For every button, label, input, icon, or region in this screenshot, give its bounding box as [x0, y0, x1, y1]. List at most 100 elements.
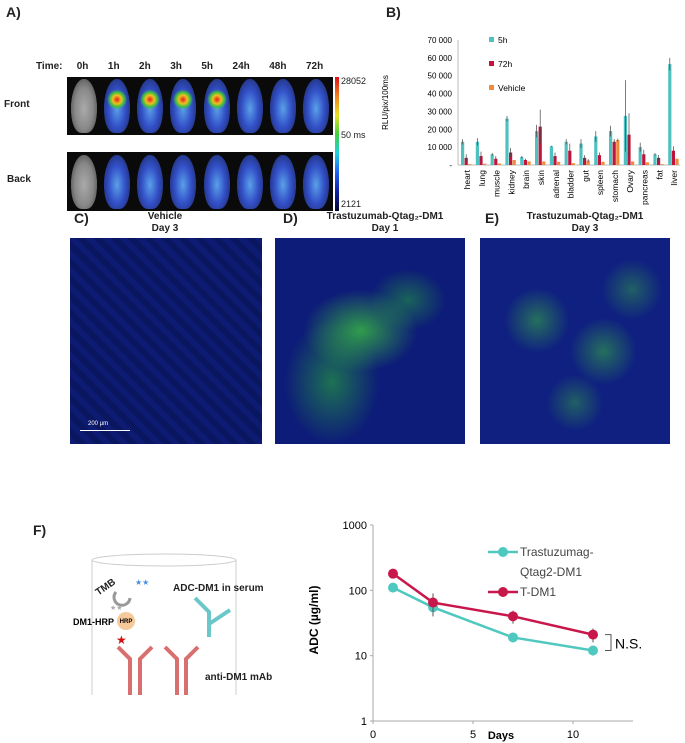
bar-Vehicle-lung	[483, 163, 487, 165]
point-Trastuzumag-Qtag2-DM1-day1	[388, 582, 398, 593]
line-Trastuzumag-Qtag2-DM1	[392, 586, 594, 652]
bar-Vehicle-liver	[675, 158, 679, 165]
x-tick-label: spleen	[595, 170, 605, 195]
x-tick-label: brain	[521, 170, 531, 189]
mouse-image-48h	[270, 79, 297, 133]
elisa-diagram: ★★ ★★ ★ DM1-HRP HRP	[73, 553, 237, 695]
x-tick-label: liver	[669, 170, 679, 186]
x-tick-label: Ovary	[625, 169, 635, 192]
panel-f-label: F)	[33, 522, 47, 538]
line-T-DM1	[392, 572, 594, 636]
x-tick-label: heart	[462, 169, 472, 189]
reaction-arrow-icon	[112, 591, 132, 607]
blue-stars-icon: ★★	[135, 578, 149, 587]
bar-5h-heart	[461, 141, 465, 165]
bar-Vehicle-skin	[542, 161, 546, 165]
y-tick-label: 10 000	[428, 143, 453, 152]
bar-Vehicle-fat	[660, 164, 664, 165]
bar-Vehicle-Ovary	[631, 161, 635, 165]
bar-Vehicle-pancreas	[645, 162, 649, 165]
time-label-0h: 0h	[76, 61, 89, 72]
mouse-image-5h	[203, 79, 230, 133]
row-label-back: Back	[7, 174, 31, 185]
point-T-DM1-day11	[588, 629, 598, 640]
bar-72h-skin	[538, 126, 542, 165]
mouse-image-1h	[103, 79, 130, 133]
x-tick-label: 0	[370, 729, 376, 741]
legend-marker-T-DM1	[498, 587, 508, 597]
time-label-1h: 1h	[107, 61, 120, 72]
colorbar-min: 2121	[341, 199, 362, 209]
legend-label-5h: 5h	[498, 35, 508, 45]
point-Trastuzumag-Qtag2-DM1-day7	[508, 632, 518, 643]
mouse-image-0h	[70, 79, 97, 133]
panel-d-title-line1: Trastuzumab-Qtag₂-DM1	[326, 211, 444, 222]
bar-72h-pancreas	[642, 154, 646, 165]
gray-stars-icon: ★★	[110, 604, 123, 612]
x-tick-label: 5	[470, 729, 476, 741]
legend-label-72h: 72h	[498, 59, 512, 69]
bar-5h-fat	[653, 154, 657, 165]
bar-Vehicle-brain	[527, 161, 531, 165]
bar-Vehicle-heart	[468, 164, 472, 165]
y-tick-label: 50 000	[428, 72, 453, 81]
legend-label: Trastuzumag-	[520, 545, 594, 559]
bar-5h-adrenal	[549, 146, 553, 165]
day1-micrograph	[275, 238, 465, 444]
mouse-image-48h	[270, 154, 297, 209]
bar-72h-muscle	[494, 158, 498, 165]
x-tick-label: gut	[580, 169, 590, 181]
organ-biodistribution-bar-chart: - 10 000 20 000 30 000 40 000 50 000 60 000 70 …	[381, 35, 680, 205]
adc-serum-line-chart: 1 10 100 1000 0 5 10 Days ADC (µg/ml) Trastuzumag…	[307, 520, 642, 742]
mouse-image-5h	[203, 154, 230, 209]
panel-d-title-line2: Day 1	[371, 223, 399, 234]
panel-e-title: Trastuzumab-Qtag₂-DM1 Day 3	[510, 211, 660, 235]
bar-5h-gut	[579, 143, 583, 165]
y-tick-label: 40 000	[428, 90, 453, 99]
legend-marker-Trastuzumag-Qtag2-DM1	[498, 547, 508, 557]
time-label-2h: 2h	[139, 61, 151, 72]
time-label-3h: 3h	[170, 61, 182, 72]
bar-72h-adrenal	[553, 156, 557, 165]
x-tick-label: kidney	[506, 169, 516, 194]
panel-d-label: D)	[283, 210, 298, 226]
mouse-image-24h	[236, 154, 263, 209]
mouse-image-3h	[170, 154, 197, 209]
mouse-image-3h	[170, 79, 197, 133]
y-tick-label: -	[449, 161, 452, 170]
front-imaging-strip	[67, 77, 333, 135]
bar-72h-fat	[657, 157, 661, 165]
dm1-star-icon: ★	[116, 633, 127, 647]
time-label-5h: 5h	[201, 61, 214, 72]
time-label: Time:	[36, 61, 63, 72]
hrp-circle	[117, 612, 135, 630]
time-labels: 0h 1h 2h 3h 5h 24h 48h 72h	[67, 61, 333, 72]
y-tick-label: 60 000	[428, 54, 453, 63]
mouse-image-2h	[137, 79, 164, 133]
vehicle-micrograph: 200 µm	[70, 238, 262, 444]
scale-bar	[80, 430, 130, 431]
bar-72h-stomach	[612, 141, 616, 165]
bar-5h-pancreas	[638, 147, 642, 165]
point-T-DM1-day1	[388, 568, 398, 579]
bar-Vehicle-muscle	[497, 163, 501, 165]
legend-swatch-Vehicle	[489, 85, 494, 90]
mouse-image-1h	[103, 154, 130, 209]
panel-c-title: Vehicle Day 3	[120, 211, 210, 235]
panel-c-label: C)	[74, 210, 89, 226]
x-tick-label: pancreas	[640, 170, 650, 205]
time-label-24h: 24h	[232, 61, 250, 72]
x-tick-label: fat	[654, 169, 664, 179]
bar-5h-liver	[668, 64, 672, 165]
x-tick-label: bladder	[566, 170, 576, 199]
back-imaging-strip	[67, 152, 333, 211]
point-Trastuzumag-Qtag2-DM1-day11	[588, 645, 598, 656]
bar-Vehicle-adrenal	[557, 161, 561, 165]
bar-5h-skin	[535, 131, 539, 165]
day3-micrograph	[480, 238, 670, 444]
time-label-72h: 72h	[305, 61, 324, 72]
bar-72h-liver	[671, 150, 675, 165]
colorbar-max: 28052	[341, 76, 367, 86]
panel-e-label: E)	[485, 210, 499, 226]
legend-label-Vehicle: Vehicle	[498, 83, 526, 93]
